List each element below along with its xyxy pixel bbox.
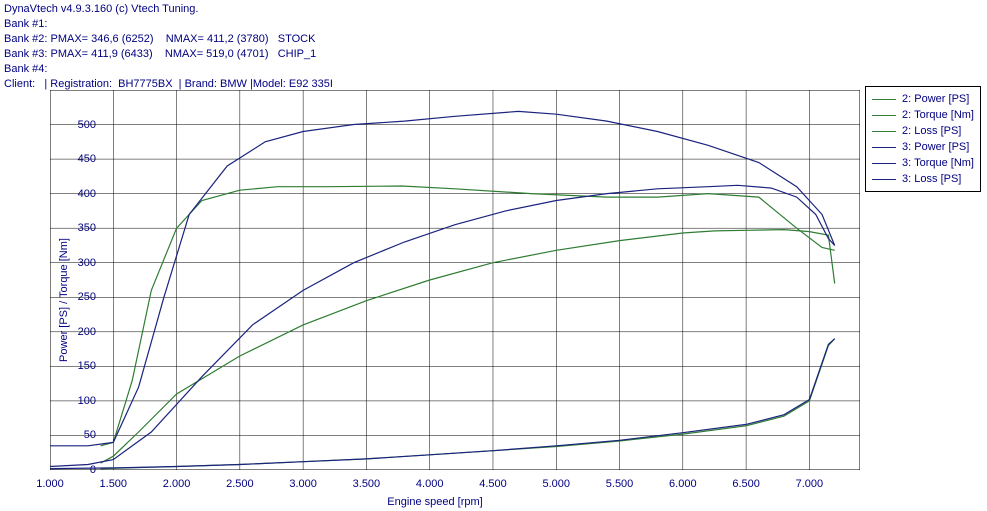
plot-region: 050100150200250300350400450500 [50,90,860,470]
hdr3: Bank #2: PMAX= 346,6 (6252) NMAX= 411,2 … [4,32,333,47]
legend-item: 3: Power [PS] [872,139,974,155]
xtick-label: 7.000 [796,478,824,490]
hdr2: Bank #1: [4,17,333,32]
x-axis-label: Engine speed [rpm] [387,496,482,508]
xtick-label: 3.000 [289,478,317,490]
chart-area: Power [PS] / Torque [Nm] Engine speed [r… [0,90,870,510]
series-3_power [50,185,835,466]
series-3_torque [50,111,835,445]
xtick-label: 4.500 [479,478,507,490]
xtick-label: 2.500 [226,478,254,490]
legend-swatch [872,115,896,116]
legend-item: 2: Loss [PS] [872,123,974,139]
xtick-label: 4.000 [416,478,444,490]
legend-label: 3: Loss [PS] [902,173,961,185]
legend-label: 3: Power [PS] [902,141,969,153]
series-2_loss [101,339,835,469]
legend-swatch [872,163,896,164]
legend-swatch [872,131,896,132]
legend-item: 3: Loss [PS] [872,171,974,187]
xtick-label: 6.000 [669,478,697,490]
hdr1: DynaVtech v4.9.3.160 (c) Vtech Tuning. [4,2,333,17]
xtick-label: 1.500 [100,478,128,490]
xtick-label: 6.500 [732,478,760,490]
xtick-label: 5.500 [606,478,634,490]
xtick-label: 3.500 [353,478,381,490]
legend-item: 3: Torque [Nm] [872,155,974,171]
header-block: DynaVtech v4.9.3.160 (c) Vtech Tuning. B… [4,2,333,92]
legend-label: 2: Power [PS] [902,93,969,105]
hdr5: Bank #4: [4,62,333,77]
series-2_torque [101,186,835,446]
xtick-label: 5.000 [542,478,570,490]
legend-label: 2: Loss [PS] [902,125,961,137]
legend-swatch [872,179,896,180]
legend: 2: Power [PS] 2: Torque [Nm] 2: Loss [PS] 3… [865,86,981,192]
legend-swatch [872,147,896,148]
legend-label: 2: Torque [Nm] [902,109,974,121]
chart-svg [50,90,860,470]
legend-item: 2: Torque [Nm] [872,107,974,123]
legend-swatch [872,99,896,100]
xtick-label: 2.000 [163,478,191,490]
hdr4: Bank #3: PMAX= 411,9 (6433) NMAX= 519,0 … [4,47,333,62]
legend-item: 2: Power [PS] [872,91,974,107]
xtick-label: 1.000 [36,478,64,490]
legend-label: 3: Torque [Nm] [902,157,974,169]
